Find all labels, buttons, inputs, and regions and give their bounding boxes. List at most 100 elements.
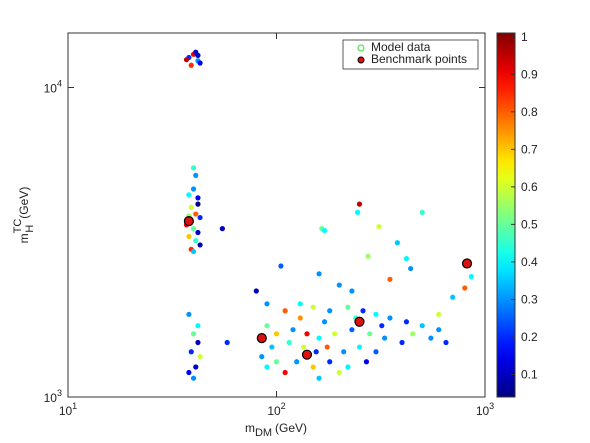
model-point [195,201,201,207]
model-point [188,204,194,210]
benchmark-point [301,349,313,360]
model-point [304,331,310,337]
benchmark-point [256,332,267,344]
model-point [450,294,456,300]
colorbar [496,32,516,398]
legend-marker [357,56,365,64]
model-point [183,57,190,63]
legend-label: Benchmark points [371,52,467,66]
model-point [264,323,270,329]
model-point [373,349,379,355]
model-point [443,339,449,346]
model-point [360,308,366,314]
benchmark-point [461,258,473,269]
colorbar-tick-label: 0.2 [521,330,538,344]
tick-exponent: 3 [489,401,494,411]
model-point [186,233,192,240]
benchmark-point [354,316,365,327]
model-point [188,349,194,355]
model-point [273,331,280,337]
model-point [193,172,199,178]
model-point [419,209,425,215]
colorbar-tick-label: 0.9 [521,67,538,81]
model-point [316,271,322,277]
y-axis-label: mTCH(GeV) [12,187,36,244]
model-point [269,344,275,350]
legend-label: Model data [371,40,431,54]
colorbar-tick-label: 0.8 [521,105,538,119]
model-point [190,165,197,171]
tick-exponent: 4 [57,79,62,89]
model-point [282,369,288,376]
model-point [297,301,303,307]
model-point [290,327,296,333]
model-point [190,226,197,232]
model-point [428,335,434,341]
model-point [224,339,230,346]
colorbar-tick-label: 0.1 [521,367,538,381]
model-point [349,327,355,333]
model-point [186,311,192,317]
legend [342,39,479,70]
tick-exponent: 2 [281,401,286,411]
tick-label: 104 [44,79,62,96]
model-point [349,288,355,294]
model-point [355,209,361,215]
model-point [403,319,410,325]
model-point [197,242,203,248]
model-point [195,195,201,201]
model-point [382,335,388,341]
model-point [345,364,351,370]
tick-base: 10 [476,404,490,418]
model-point [195,323,201,329]
tick-label: 103 [476,401,494,418]
model-point [327,308,333,314]
model-point [341,349,347,355]
model-point [316,375,322,381]
model-point [316,335,322,341]
colorbar-tick-label: 1 [521,30,528,44]
tick-base: 10 [44,391,58,405]
model-point [399,339,405,346]
colorbar-tick-label: 0.6 [521,180,538,194]
model-point [219,226,225,232]
model-point [264,364,270,370]
plot-frame [67,32,486,398]
model-point [188,62,194,68]
model-point [345,304,351,310]
tick-label: 101 [59,401,77,418]
model-point [190,186,197,192]
legend-marker [357,44,365,52]
tick-base: 10 [267,404,281,418]
model-point [253,288,259,294]
model-point [313,349,319,355]
model-point [195,52,201,58]
model-point [373,311,379,317]
model-point [190,375,197,381]
model-point [186,369,192,376]
colorbar-tick-label: 0.7 [521,142,538,156]
model-point [321,227,328,234]
model-point [336,369,342,376]
model-point [332,331,338,337]
model-point [294,359,300,365]
colorbar-tick-label: 0.3 [521,292,538,306]
model-point [273,359,280,365]
model-point [419,323,425,329]
tick-label: 103 [44,388,62,405]
model-point [376,224,382,230]
model-point [193,364,199,370]
model-point [190,248,197,255]
model-point [186,192,192,198]
model-point [190,331,197,337]
model-point [468,273,474,280]
model-point [195,229,201,236]
model-point [436,311,442,317]
tick-base: 10 [59,404,73,418]
colorbar-tick-label: 0.4 [521,255,538,269]
model-point [394,240,400,246]
benchmark-point [183,216,194,227]
model-point [327,359,333,365]
model-point [462,285,468,291]
